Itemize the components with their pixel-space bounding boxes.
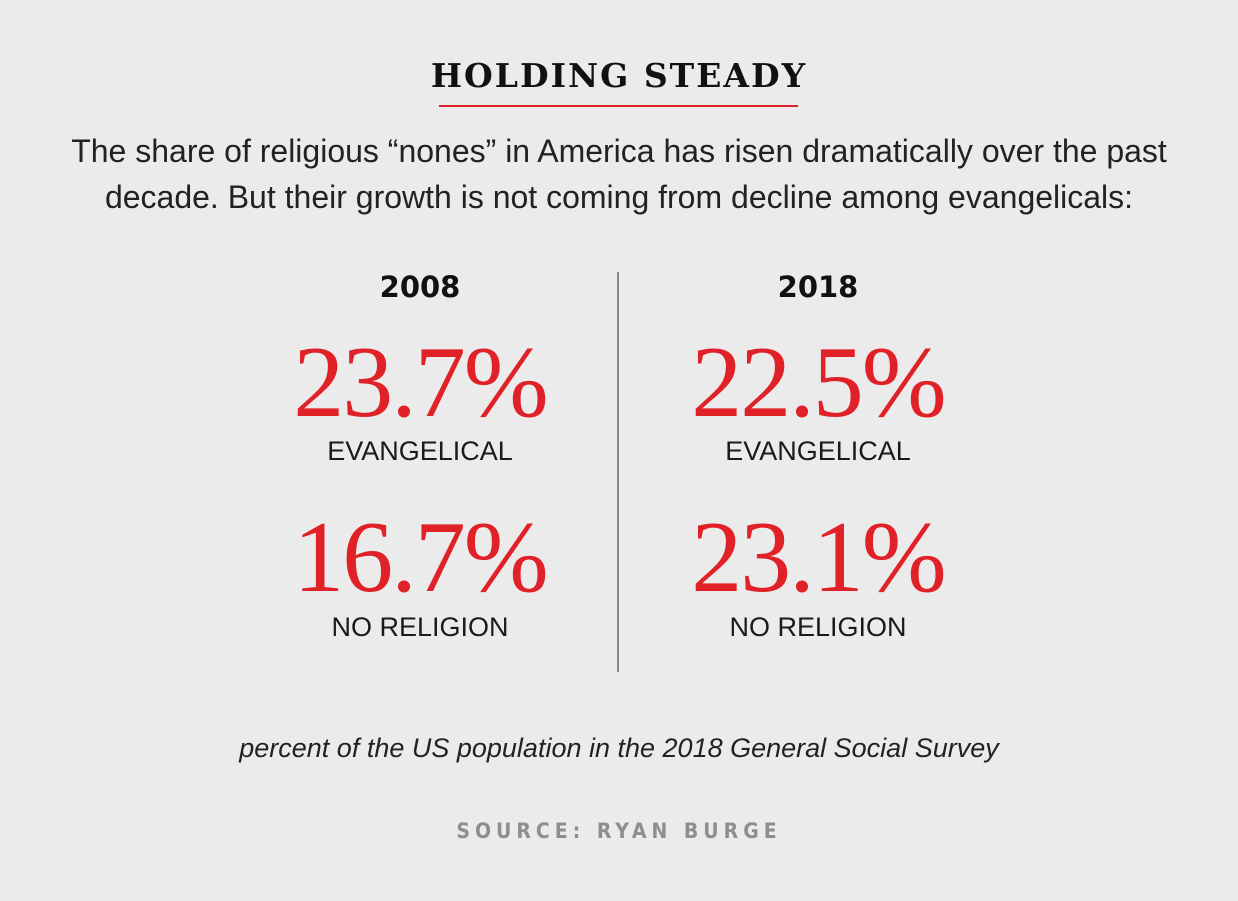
title-underline: [439, 105, 798, 107]
evangelical-value: 22.5%: [691, 326, 946, 439]
evangelical-label: EVANGELICAL: [327, 436, 513, 466]
source-credit: SOURCE: RYAN BURGE: [456, 819, 782, 843]
year-label: 2018: [777, 270, 859, 304]
column-divider: [617, 272, 619, 672]
no-religion-value: 23.1%: [691, 501, 946, 614]
evangelical-label: EVANGELICAL: [725, 436, 911, 466]
no-religion-value: 16.7%: [293, 501, 548, 614]
footnote: percent of the US population in the 2018…: [239, 733, 999, 763]
no-religion-label: NO RELIGION: [331, 612, 509, 642]
column-2018: 2018 22.5% EVANGELICAL 23.1% NO RELIGION: [598, 0, 1038, 901]
evangelical-value: 23.7%: [293, 326, 548, 439]
column-2008: 2008 23.7% EVANGELICAL 16.7% NO RELIGION: [200, 0, 640, 901]
chart-subtitle: The share of religious “nones” in Americ…: [71, 133, 1167, 215]
year-label: 2008: [379, 270, 461, 304]
no-religion-label: NO RELIGION: [729, 612, 907, 642]
chart-title: HOLDING STEADY: [430, 56, 808, 95]
